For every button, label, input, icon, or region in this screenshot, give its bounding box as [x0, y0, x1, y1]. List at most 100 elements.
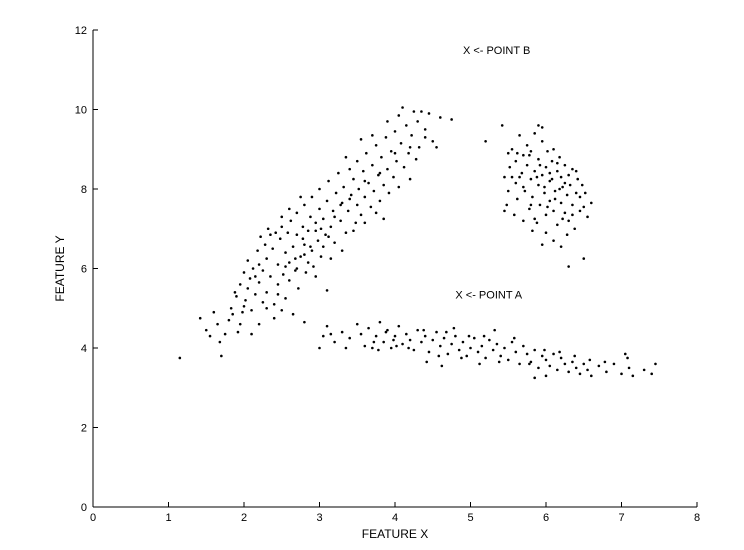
data-point — [435, 330, 438, 334]
data-point — [548, 364, 552, 368]
data-point — [574, 366, 578, 370]
data-point — [309, 215, 312, 219]
data-point — [310, 195, 314, 199]
data-point — [386, 120, 389, 123]
data-point — [284, 265, 287, 268]
data-point — [295, 211, 299, 215]
data-point — [371, 163, 374, 167]
data-point — [508, 165, 512, 169]
data-point — [537, 183, 540, 187]
data-point — [294, 257, 297, 260]
annotations: X <- POINT B X <- POINT A — [455, 45, 530, 301]
data-point — [340, 201, 344, 205]
data-point — [294, 269, 297, 272]
data-point — [333, 215, 336, 219]
data-point — [514, 181, 518, 185]
data-point — [548, 199, 552, 203]
data-point — [529, 149, 533, 153]
data-point — [537, 157, 540, 161]
data-point — [318, 187, 321, 191]
data-point — [516, 151, 519, 155]
data-point — [238, 322, 242, 326]
data-point — [425, 360, 429, 364]
data-point — [306, 261, 310, 264]
data-point — [478, 362, 481, 366]
data-point — [355, 203, 359, 207]
data-point — [553, 189, 557, 193]
data-point — [576, 177, 580, 181]
data-point — [556, 223, 559, 227]
x-tick-label: 0 — [90, 512, 96, 524]
data-point — [263, 243, 267, 246]
data-point — [257, 263, 261, 266]
data-point — [465, 354, 469, 358]
data-point — [514, 159, 518, 163]
data-point — [339, 219, 342, 223]
data-point — [420, 110, 423, 113]
x-tick-label: 6 — [543, 512, 549, 524]
data-point — [578, 372, 582, 376]
data-point — [627, 366, 631, 370]
data-point — [422, 328, 425, 332]
data-point — [229, 306, 233, 310]
data-point — [393, 151, 397, 155]
data-point — [510, 340, 514, 344]
data-point — [374, 334, 378, 338]
data-point — [540, 173, 544, 177]
data-point — [227, 318, 231, 322]
data-point — [445, 330, 448, 334]
data-point — [531, 195, 534, 199]
data-point — [435, 145, 438, 149]
data-point — [333, 340, 336, 344]
data-point — [389, 346, 393, 350]
data-point — [543, 185, 546, 189]
data-point — [571, 213, 574, 217]
data-point — [427, 112, 431, 115]
data-point — [303, 243, 306, 246]
data-point — [319, 227, 323, 231]
data-point — [597, 364, 601, 368]
data-point — [348, 167, 352, 171]
data-point — [405, 332, 408, 336]
data-point — [318, 346, 321, 350]
data-point — [612, 362, 616, 366]
data-point — [540, 126, 544, 129]
x-tick-label: 5 — [467, 512, 473, 524]
data-point — [574, 169, 578, 173]
data-point — [274, 231, 278, 235]
y-tick-label: 0 — [81, 502, 87, 514]
data-point — [318, 207, 321, 211]
data-point — [460, 356, 463, 360]
data-point — [284, 251, 287, 254]
data-point — [299, 195, 302, 199]
data-point — [605, 370, 608, 374]
data-point — [416, 328, 419, 332]
data-point — [642, 368, 646, 372]
data-point — [450, 118, 453, 121]
data-point — [272, 316, 276, 320]
data-point — [265, 291, 268, 294]
data-point — [556, 169, 559, 173]
data-point — [359, 332, 363, 336]
data-point — [544, 374, 548, 378]
data-point — [505, 203, 509, 207]
data-point — [461, 340, 465, 344]
data-point — [380, 155, 383, 159]
data-point — [235, 295, 238, 298]
data-point — [231, 312, 234, 316]
data-point — [265, 257, 268, 260]
data-point — [377, 348, 380, 352]
data-point — [559, 245, 563, 248]
data-point — [552, 209, 555, 213]
data-point — [623, 352, 627, 356]
data-point — [506, 151, 510, 155]
data-point — [276, 263, 280, 266]
data-point — [325, 199, 329, 203]
data-point — [272, 302, 276, 306]
data-point — [543, 191, 546, 195]
y-tick-label: 12 — [75, 25, 87, 37]
data-point — [280, 308, 284, 312]
data-point — [407, 346, 410, 350]
data-point — [525, 143, 529, 147]
data-point — [397, 324, 401, 328]
